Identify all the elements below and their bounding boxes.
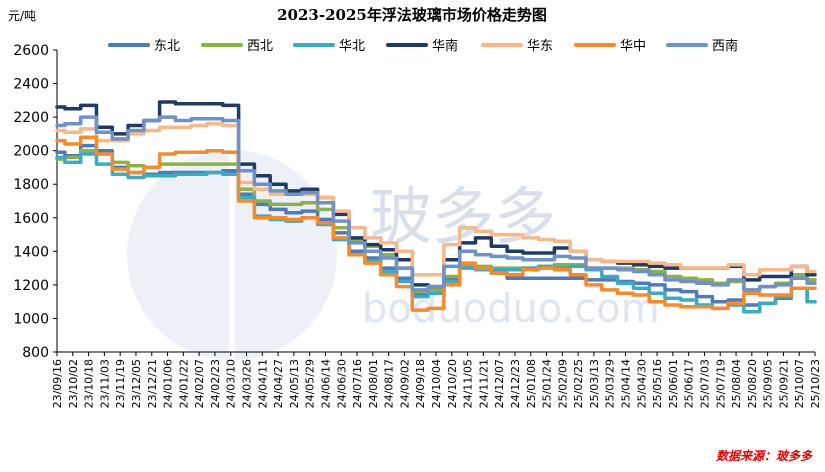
x-tick-label: 23/12/05 xyxy=(130,359,143,408)
series-line-7 xyxy=(55,115,817,292)
x-tick-label: 24/02/23 xyxy=(209,359,222,408)
x-tick-label: 25/02/25 xyxy=(572,359,585,408)
x-tick-label: 24/08/17 xyxy=(383,359,396,408)
x-tick-label: 24/01/06 xyxy=(162,359,175,408)
x-tick-label: 25/04/30 xyxy=(635,359,648,408)
x-tick-label: 24/07/16 xyxy=(351,359,364,408)
x-tick-label: 24/12/07 xyxy=(493,359,506,408)
x-tick-label: 24/10/20 xyxy=(446,359,459,408)
y-tick-label: 1000 xyxy=(13,311,49,327)
source-note: 数据来源：玻多多 xyxy=(716,449,813,463)
series-line-2 xyxy=(55,148,817,294)
y-tick-label: 800 xyxy=(22,345,49,361)
y-tick-label: 2600 xyxy=(13,43,49,59)
x-tick-label: 24/05/29 xyxy=(304,359,317,408)
y-tick-label: 2200 xyxy=(13,110,49,126)
legend-label-5: 华东 xyxy=(527,39,553,54)
legend-label-7: 西南 xyxy=(712,38,738,54)
y-tick-label: 2000 xyxy=(13,144,49,160)
legend-label-3: 华北 xyxy=(339,39,365,54)
x-tick-label: 23/11/19 xyxy=(114,359,127,408)
x-tick-label: 25/08/20 xyxy=(746,359,759,408)
y-tick-label: 1200 xyxy=(13,278,49,294)
x-tick-label: 25/07/19 xyxy=(714,359,727,408)
x-tick-label: 24/11/05 xyxy=(462,359,475,408)
x-tick-label: 25/08/04 xyxy=(730,359,743,408)
x-tick-label: 24/12/23 xyxy=(509,359,522,408)
x-tick-label: 23/10/02 xyxy=(67,359,80,408)
x-tick-label: 24/01/22 xyxy=(177,359,190,408)
x-tick-label: 23/10/18 xyxy=(83,359,96,408)
x-tick-label: 25/09/05 xyxy=(762,359,775,408)
x-tick-label: 23/11/03 xyxy=(98,359,111,408)
legend-label-6: 华中 xyxy=(620,39,646,54)
x-tick-label: 25/06/01 xyxy=(667,359,680,408)
x-tick-label: 24/04/11 xyxy=(256,359,269,408)
x-axis-ticks: 23/09/16 23/10/02 23/10/18 23/11/03 23/11/19… xyxy=(51,352,822,408)
x-tick-label: 24/03/10 xyxy=(225,359,238,408)
x-tick-label: 25/09/21 xyxy=(777,359,790,408)
x-tick-label: 25/06/17 xyxy=(683,359,696,408)
x-tick-label: 25/10/07 xyxy=(793,359,806,408)
y-tick-label: 2400 xyxy=(13,77,49,93)
y-tick-label: 1600 xyxy=(13,211,49,227)
y-axis-ticks: 800 1000 1200 1400 1600 1800 2000 2200 2400 2600 xyxy=(13,43,57,361)
x-tick-label: 25/02/09 xyxy=(556,359,569,408)
y-tick-label: 1400 xyxy=(13,244,49,260)
x-tick-label: 24/05/13 xyxy=(288,359,301,408)
chart-title: 2023-2025年浮法玻璃市场价格走势图 xyxy=(277,6,547,24)
x-tick-label: 25/05/16 xyxy=(651,359,664,408)
x-tick-label: 25/01/24 xyxy=(541,359,554,408)
x-tick-label: 25/07/03 xyxy=(698,359,711,408)
x-tick-label: 24/09/02 xyxy=(398,359,411,408)
legend: 东北 西北 华北 华南 华东 华中 西南 xyxy=(108,38,738,54)
x-tick-label: 24/09/18 xyxy=(414,359,427,408)
x-tick-label: 24/02/07 xyxy=(193,359,206,408)
series-line-5 xyxy=(55,122,817,277)
x-tick-label: 24/04/27 xyxy=(272,359,285,408)
watermark-url: boduoduo.com xyxy=(362,286,660,332)
x-tick-label: 25/01/08 xyxy=(525,359,538,408)
legend-label-1: 东北 xyxy=(154,39,180,54)
y-tick-label: 1800 xyxy=(13,177,49,193)
series-line-3 xyxy=(55,152,817,314)
y-axis-unit: 元/吨 xyxy=(8,9,36,23)
x-tick-label: 23/12/21 xyxy=(146,359,159,408)
series-line-6 xyxy=(55,135,817,312)
legend-label-4: 华南 xyxy=(432,38,458,54)
x-tick-label: 23/09/16 xyxy=(51,359,64,408)
x-tick-label: 24/11/21 xyxy=(477,359,490,408)
x-tick-label: 25/03/29 xyxy=(604,359,617,408)
watermark-text: 玻多多 xyxy=(370,180,556,253)
x-tick-label: 24/08/01 xyxy=(367,359,380,408)
x-tick-label: 24/03/26 xyxy=(241,359,254,408)
x-tick-label: 25/03/13 xyxy=(588,359,601,408)
x-tick-label: 25/04/14 xyxy=(620,359,633,408)
x-tick-label: 24/10/04 xyxy=(430,359,443,408)
x-tick-label: 24/06/30 xyxy=(335,359,348,408)
legend-label-2: 西北 xyxy=(247,39,273,54)
x-tick-label: 24/06/14 xyxy=(319,359,332,408)
x-tick-label: 25/10/23 xyxy=(809,359,822,408)
series-lines xyxy=(55,100,817,314)
